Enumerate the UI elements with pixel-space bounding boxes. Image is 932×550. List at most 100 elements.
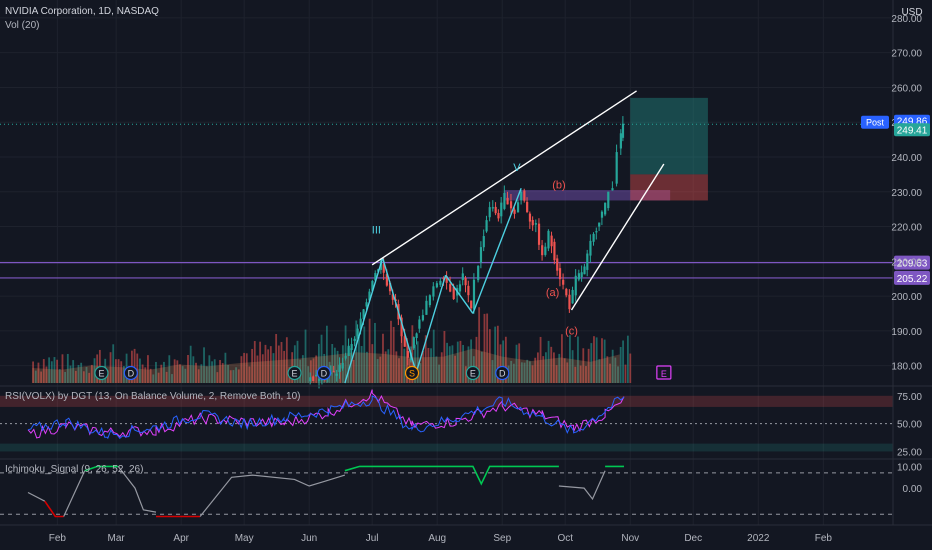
- event-marker-label: E: [661, 369, 667, 379]
- volume-bar: [526, 359, 529, 383]
- volume-bar: [66, 353, 69, 383]
- volume-bar: [133, 348, 136, 383]
- rsi-overbought-band: [0, 395, 893, 407]
- candle-body: [558, 268, 562, 280]
- volume-bar: [61, 354, 64, 383]
- event-marker-circle: [465, 365, 480, 381]
- wave-label: (b): [552, 179, 565, 191]
- volume-legend[interactable]: Vol (20): [5, 20, 40, 31]
- volume-bar: [309, 360, 312, 383]
- event-marker-circle: [495, 365, 510, 381]
- candle-body: [621, 123, 625, 138]
- last-price-badge: [894, 123, 930, 137]
- volume-bar: [629, 353, 632, 383]
- candle-body: [562, 279, 565, 285]
- volume-bar: [120, 361, 123, 383]
- loss-zone: [630, 174, 708, 201]
- position-tool[interactable]: [630, 97, 708, 201]
- volume-bar: [400, 318, 403, 383]
- volume-bar: [168, 355, 171, 383]
- candle-body: [449, 284, 452, 292]
- rsi-legend[interactable]: RSI(VOLX) by DGT (13, On Balance Volume,…: [5, 391, 301, 402]
- volume-bar: [173, 359, 176, 383]
- volume-bar: [227, 365, 229, 383]
- volume-bar: [187, 354, 189, 383]
- volume-bar: [74, 370, 77, 383]
- ichimoku-segment: [44, 500, 64, 518]
- volume-bar: [248, 366, 251, 383]
- wedge-lines[interactable]: [371, 90, 665, 311]
- candle-body: [571, 289, 574, 304]
- volume-bar: [165, 371, 168, 383]
- wave-line: [472, 188, 522, 314]
- volume-bar: [478, 307, 481, 383]
- rsi-pane: 75.00 50.00 25.00: [0, 389, 922, 458]
- candle-body: [452, 286, 455, 300]
- volume-bar: [456, 341, 459, 383]
- candle-body: [523, 190, 526, 201]
- candle-body: [500, 202, 503, 217]
- volume-bar: [432, 329, 435, 383]
- volume-bar: [512, 363, 515, 383]
- volume-bar: [339, 362, 342, 383]
- volume-bar: [176, 360, 179, 383]
- candle-body: [353, 338, 356, 341]
- price-axis[interactable]: USD 280.00270.00260.00250.00240.00230.00…: [861, 7, 930, 373]
- volume-bar: [622, 340, 624, 383]
- wave-label: (a): [546, 287, 559, 299]
- candle-body: [595, 231, 598, 233]
- volume-bar: [147, 355, 149, 383]
- candle-body: [482, 236, 485, 248]
- volume-bar: [536, 352, 539, 383]
- symbol-title[interactable]: NVIDIA Corporation, 1D, NASDAQ: [5, 6, 159, 17]
- price-tick-label: 270.00: [891, 49, 922, 60]
- candle-body: [406, 351, 409, 358]
- candle-body: [488, 207, 491, 218]
- volume-bar: [37, 362, 40, 383]
- profit-zone: [630, 97, 708, 175]
- volume-bar: [355, 320, 358, 383]
- candle-body: [400, 317, 403, 337]
- price-tick-label: 240.00: [891, 153, 922, 164]
- volume-bar: [40, 371, 43, 383]
- candle-body: [425, 300, 428, 315]
- wave-line: [445, 274, 474, 314]
- candle-body: [368, 291, 371, 301]
- volume-bar: [213, 359, 216, 383]
- ichimoku-legend[interactable]: Ichimoku_Signal (9, 26, 52, 26): [5, 464, 144, 475]
- volume-bar: [382, 333, 384, 383]
- volume-bar: [366, 351, 368, 383]
- volume-bar: [117, 359, 120, 383]
- volume-bar: [499, 344, 502, 383]
- price-tick-label: 230.00: [891, 188, 922, 199]
- candle-body: [458, 284, 462, 292]
- wave-line: [381, 257, 417, 373]
- candle-body: [544, 246, 547, 255]
- volume-bar: [237, 369, 240, 383]
- candle-body: [600, 211, 604, 218]
- candle-body: [550, 235, 553, 247]
- candle-body: [467, 285, 470, 296]
- volume-bar: [443, 331, 446, 383]
- candle-body: [344, 355, 347, 359]
- volume-bar: [253, 341, 256, 383]
- volume-bar: [595, 337, 598, 383]
- volume-bar: [160, 364, 163, 383]
- volume-bar: [320, 334, 323, 383]
- candle-body: [568, 294, 571, 310]
- volume-bar: [283, 350, 286, 383]
- volume-bar: [317, 343, 320, 383]
- volume-bar: [550, 346, 553, 383]
- volume-bar: [251, 348, 254, 383]
- candle-body: [556, 258, 559, 271]
- candle-body: [565, 288, 568, 296]
- time-axis[interactable]: Feb Mar Apr May Jun Jul Aug Sep Oct Nov Dec 2022 Feb: [49, 533, 833, 544]
- volume-bar: [422, 350, 424, 383]
- volume-bar: [264, 344, 267, 383]
- volume-bar: [109, 352, 112, 383]
- candle-body: [526, 201, 529, 212]
- volume-bar: [163, 361, 165, 383]
- volume-bar: [155, 361, 157, 383]
